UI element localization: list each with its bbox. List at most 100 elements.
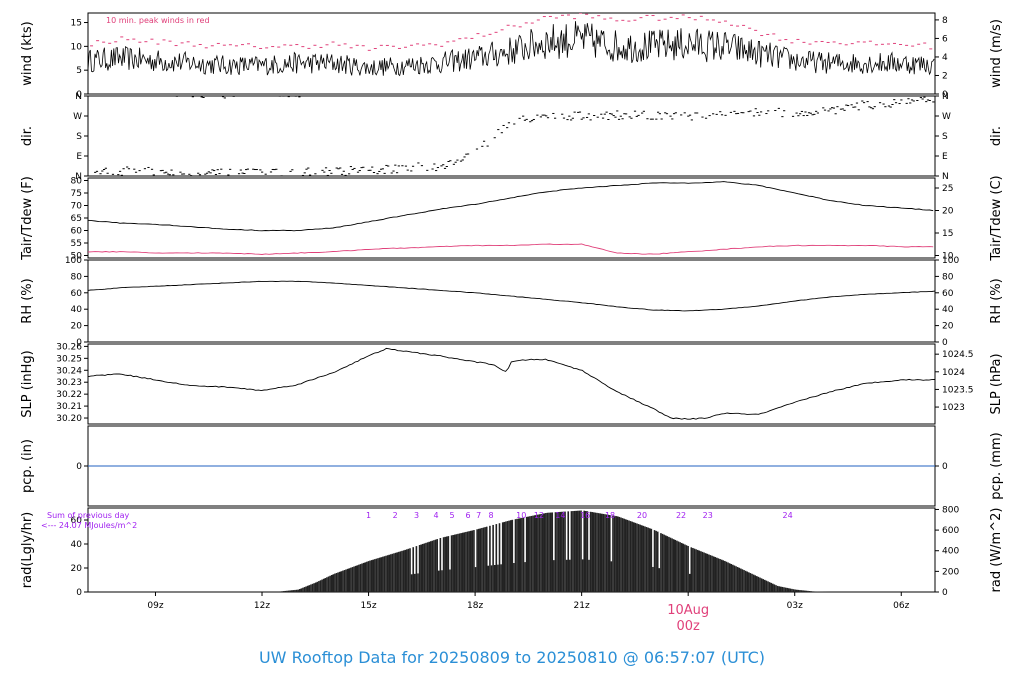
right-tick-label: N (942, 172, 949, 182)
plot-area (279, 510, 832, 592)
radiation-bar (724, 560, 726, 592)
radiation-bar (535, 514, 538, 592)
radiation-bar (751, 573, 753, 592)
radiation-bar (324, 578, 327, 592)
radiation-bar (779, 586, 782, 592)
radiation-bar (680, 542, 683, 592)
radiation-bar (549, 512, 552, 592)
radiation-bar (636, 523, 638, 592)
radiation-bar (334, 573, 336, 592)
left-tick-label: 30.23 (56, 378, 82, 388)
radiation-bar (717, 558, 720, 592)
radiation-bar (485, 526, 488, 592)
left-tick-label: 0 (76, 462, 82, 472)
right-tick-label: 600 (942, 526, 959, 536)
radiation-bar (340, 571, 343, 592)
radiation-bar (292, 590, 295, 592)
radiation-bar (375, 558, 378, 592)
radiation-bar (682, 543, 685, 592)
radiation-bar (374, 559, 376, 592)
radiation-bar (677, 541, 680, 592)
radiation-bar (476, 529, 478, 592)
radiation-bar (748, 572, 750, 592)
radiation-bar (316, 581, 319, 592)
radiation-bar (778, 586, 780, 592)
right-tick-label: 40 (942, 305, 954, 315)
radiation-bar (503, 521, 506, 592)
plot-area (94, 96, 935, 176)
radiation-bar (738, 567, 741, 592)
right-axis-label: RH (%) (989, 278, 1004, 323)
radiation-bar (497, 564, 499, 592)
radiation-bar (672, 539, 675, 592)
radiation-bar (708, 554, 710, 592)
left-tick-label: 5 (76, 66, 82, 76)
right-tick-label: 80 (942, 272, 954, 282)
right-tick-label: S (942, 132, 948, 142)
x-tick-label: 03z (787, 601, 803, 611)
radiation-bar (679, 542, 681, 592)
left-axis-label: RH (%) (20, 278, 35, 323)
radiation-bar (752, 574, 755, 592)
radiation-bar (295, 589, 298, 592)
radiation-bar (431, 540, 434, 592)
radiation-bar (326, 577, 328, 592)
radiation-bar (335, 573, 338, 592)
radiation-bar (815, 591, 817, 592)
left-tick-label: 30.22 (56, 390, 82, 400)
radiation-bar (813, 591, 816, 592)
air-temp-line (88, 181, 934, 232)
radiation-bar (439, 538, 442, 592)
radiation-bar (290, 590, 293, 592)
radiation-bar (484, 527, 486, 592)
right-axis-label: wind (m/s) (989, 19, 1004, 88)
radiation-bar (693, 548, 696, 592)
radiation-bar (621, 518, 624, 592)
radiation-bar (642, 525, 645, 592)
radiation-bar (803, 590, 806, 592)
radiation-bar (474, 567, 477, 592)
left-tick-label: 60 (71, 289, 83, 299)
left-tick-label: W (73, 112, 82, 122)
radiation-bar (586, 511, 589, 592)
radiation-bar (306, 585, 309, 592)
radiation-bar (655, 530, 657, 592)
radiation-bar (554, 512, 557, 592)
radiation-bar (575, 510, 578, 592)
x-tick-label: 21z (574, 601, 590, 611)
radiation-bar (401, 550, 403, 592)
rad-hour-mark: 14 (555, 511, 565, 520)
right-tick-label: 25 (942, 184, 953, 194)
right-tick-label: 8 (942, 16, 948, 26)
rad-hour-mark: 8 (489, 511, 494, 520)
radiation-bar (725, 561, 728, 592)
radiation-bar (709, 555, 712, 592)
radiation-bar (418, 545, 421, 592)
rad-hour-mark: 6 (465, 511, 470, 520)
radiation-bar (567, 511, 570, 592)
radiation-bar (436, 539, 438, 592)
right-tick-label: 0 (942, 588, 948, 598)
radiation-bar (358, 564, 360, 592)
radiation-bar (442, 537, 445, 592)
radiation-bar (477, 528, 480, 592)
radiation-bar (741, 569, 744, 592)
radiation-bar (616, 516, 619, 592)
radiation-bar (479, 528, 482, 592)
rad-hour-mark: 4 (433, 511, 438, 520)
radiation-bar (460, 533, 462, 592)
left-tick-label: E (76, 152, 82, 162)
rad-hour-mark: 2 (393, 511, 398, 520)
radiation-bar (282, 591, 285, 592)
radiation-bar (294, 589, 296, 592)
radiation-bar (762, 579, 765, 592)
radiation-bar (704, 553, 707, 592)
rad-hour-mark: 5 (449, 511, 454, 520)
radiation-bar (457, 533, 459, 592)
radiation-bar (540, 513, 542, 592)
rad-hour-mark: 1 (366, 511, 371, 520)
radiation-bar (650, 528, 653, 592)
radiation-bar (415, 546, 418, 592)
radiation-bar (807, 590, 809, 592)
radiation-bar (743, 570, 745, 592)
